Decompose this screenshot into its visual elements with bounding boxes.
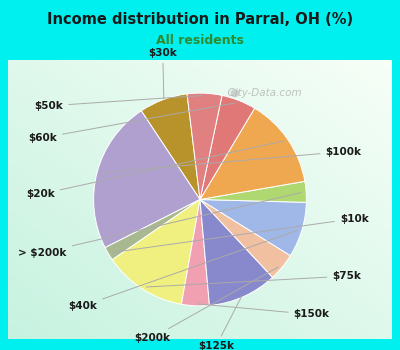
Text: $60k: $60k	[28, 103, 235, 143]
Text: $150k: $150k	[198, 304, 330, 320]
Text: $30k: $30k	[148, 48, 177, 99]
Wedge shape	[94, 111, 200, 248]
Text: Income distribution in Parral, OH (%): Income distribution in Parral, OH (%)	[47, 12, 353, 27]
Wedge shape	[200, 199, 272, 306]
Text: ●: ●	[230, 88, 240, 98]
Wedge shape	[141, 94, 200, 200]
Text: $100k: $100k	[102, 147, 362, 173]
Text: $200k: $200k	[134, 267, 278, 343]
Text: $40k: $40k	[68, 230, 297, 311]
Wedge shape	[200, 108, 305, 200]
Wedge shape	[182, 199, 210, 306]
Text: $125k: $125k	[198, 297, 241, 350]
Wedge shape	[200, 96, 255, 200]
Text: City-Data.com: City-Data.com	[221, 88, 302, 98]
Text: All residents: All residents	[156, 34, 244, 47]
Wedge shape	[112, 199, 200, 304]
Text: > $200k: > $200k	[18, 193, 301, 258]
Wedge shape	[200, 199, 306, 256]
Wedge shape	[105, 199, 200, 260]
Wedge shape	[187, 93, 222, 200]
Wedge shape	[200, 199, 290, 277]
Text: $50k: $50k	[34, 96, 202, 111]
Wedge shape	[200, 181, 306, 202]
Text: $75k: $75k	[146, 271, 361, 287]
Text: $10k: $10k	[113, 214, 369, 252]
Text: $20k: $20k	[26, 141, 283, 199]
